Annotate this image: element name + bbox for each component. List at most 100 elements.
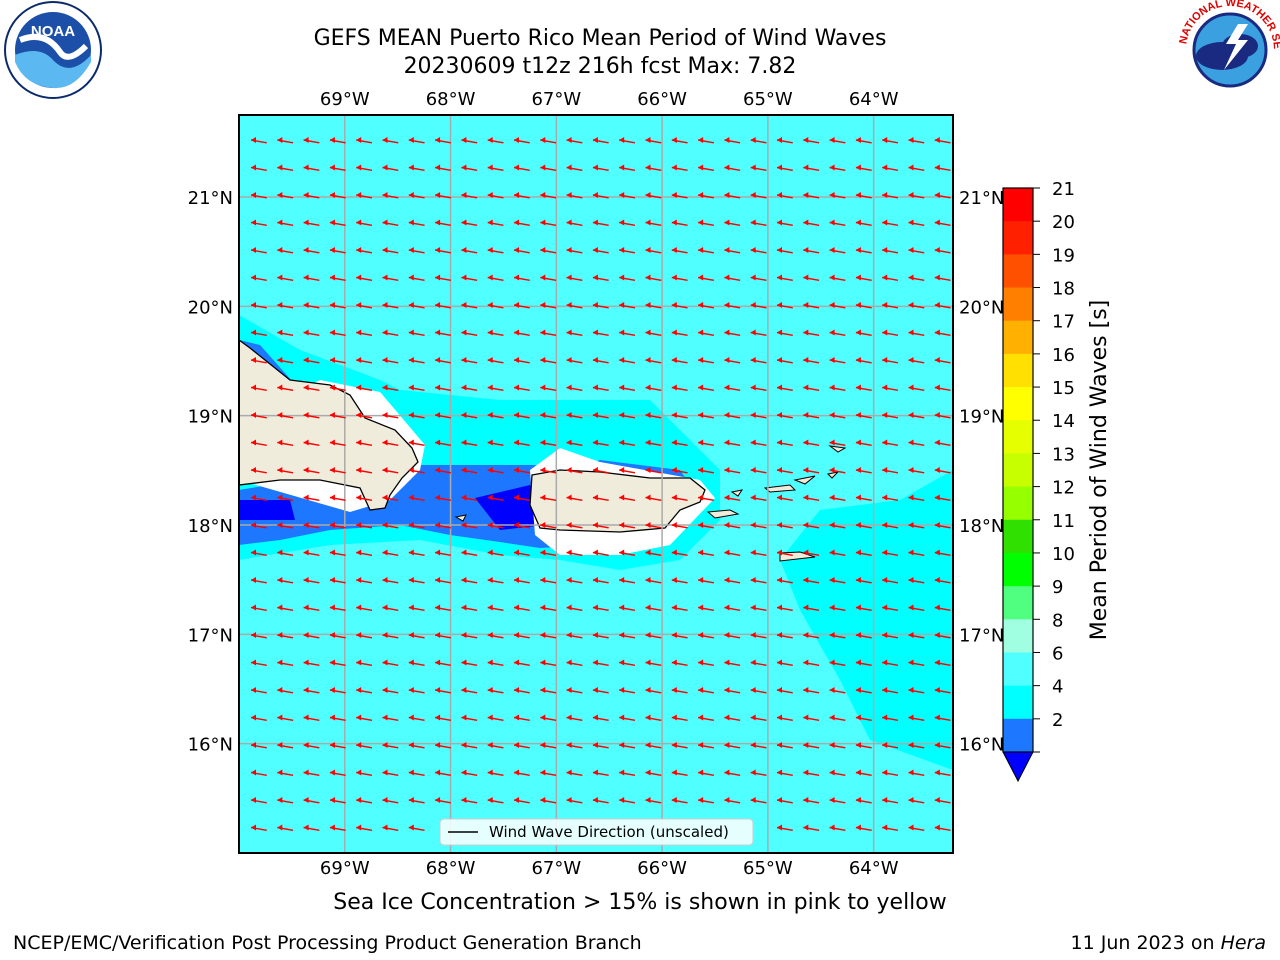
wind-arrow — [619, 632, 636, 639]
wind-arrow — [329, 274, 346, 281]
wind-arrow — [934, 384, 951, 391]
wind-arrow — [697, 687, 714, 694]
wind-arrow — [829, 577, 846, 584]
wind-arrow — [434, 247, 451, 254]
wind-arrow — [829, 797, 846, 804]
wind-arrow — [408, 549, 425, 556]
wind-arrow — [356, 439, 373, 446]
wind-arrow — [329, 824, 346, 831]
wind-arrow — [592, 384, 609, 391]
wind-arrow — [434, 412, 451, 419]
wind-arrow — [697, 412, 714, 419]
wind-arrow — [250, 797, 267, 804]
wind-arrow — [908, 577, 925, 584]
wind-arrow — [382, 137, 399, 144]
wind-arrow — [619, 769, 636, 776]
wind-arrow — [829, 824, 846, 831]
wind-arrow — [855, 164, 872, 171]
wind-arrow — [382, 274, 399, 281]
wind-arrow — [934, 687, 951, 694]
wind-arrow — [592, 219, 609, 226]
wind-arrow — [882, 329, 899, 336]
wind-arrow — [592, 302, 609, 309]
map-legend: Wind Wave Direction (unscaled) — [439, 818, 754, 846]
chart-title: GEFS MEAN Puerto Rico Mean Period of Win… — [313, 26, 887, 51]
wind-arrow — [303, 384, 320, 391]
wind-arrow — [566, 192, 583, 199]
wind-arrow — [329, 577, 346, 584]
wind-arrow — [855, 577, 872, 584]
wind-arrow — [303, 357, 320, 364]
wind-arrow — [750, 164, 767, 171]
wind-arrow — [329, 797, 346, 804]
wind-arrow — [250, 742, 267, 749]
wind-arrow — [408, 769, 425, 776]
wind-arrow — [250, 384, 267, 391]
wind-arrow — [434, 714, 451, 721]
wind-arrow — [487, 329, 504, 336]
wind-arrow — [329, 329, 346, 336]
wind-arrow — [829, 467, 846, 474]
wind-arrow — [908, 549, 925, 556]
wind-arrow — [303, 687, 320, 694]
wind-arrow — [855, 769, 872, 776]
wind-arrow — [776, 604, 793, 611]
wind-arrow — [513, 714, 530, 721]
wind-arrow — [250, 632, 267, 639]
wind-arrow — [882, 549, 899, 556]
wind-arrow — [724, 549, 741, 556]
nws-logo: NATIONAL WEATHER SERVICE — [0, 0, 1280, 98]
wind-arrow — [513, 522, 530, 529]
wind-arrow — [513, 329, 530, 336]
wind-arrow — [934, 604, 951, 611]
footer-date: 11 Jun 2023 on Hera — [1071, 932, 1266, 954]
wind-arrow — [619, 329, 636, 336]
wind-arrow — [487, 439, 504, 446]
wind-arrow — [908, 412, 925, 419]
wind-arrow — [750, 439, 767, 446]
colorbar-cell — [1003, 420, 1033, 454]
wind-arrow — [408, 824, 425, 831]
wind-arrow — [566, 357, 583, 364]
wind-arrow — [855, 467, 872, 474]
wind-arrow — [934, 797, 951, 804]
wind-arrow — [882, 604, 899, 611]
wind-arrow — [277, 384, 294, 391]
wind-arrow — [619, 494, 636, 501]
wind-arrow — [461, 687, 478, 694]
wind-arrow — [487, 797, 504, 804]
wind-arrow — [645, 577, 662, 584]
wind-arrow — [303, 549, 320, 556]
wind-arrow — [882, 577, 899, 584]
wind-arrow — [250, 412, 267, 419]
wind-arrow — [540, 302, 557, 309]
wind-arrow — [566, 302, 583, 309]
wind-arrow — [513, 302, 530, 309]
colorbar-cell — [1003, 254, 1033, 289]
wind-arrow — [461, 742, 478, 749]
wind-arrow — [566, 687, 583, 694]
wind-arrow — [908, 137, 925, 144]
wind-arrow — [776, 714, 793, 721]
wind-arrow — [855, 632, 872, 639]
wind-arrow — [382, 302, 399, 309]
wind-arrow — [750, 302, 767, 309]
wind-arrow — [487, 302, 504, 309]
wind-arrow — [382, 577, 399, 584]
wind-arrow — [697, 137, 714, 144]
wind-arrow — [303, 522, 320, 529]
wind-arrow — [329, 494, 346, 501]
lon-tick-label-bottom: 66°W — [637, 858, 687, 879]
wind-arrow — [934, 439, 951, 446]
wind-arrow — [461, 549, 478, 556]
wind-arrow — [855, 357, 872, 364]
wind-arrow — [829, 659, 846, 666]
wind-arrow — [619, 659, 636, 666]
footer-date-text: 11 Jun 2023 on — [1070, 932, 1221, 954]
wind-arrow — [540, 247, 557, 254]
wind-arrow — [277, 467, 294, 474]
wind-arrow — [776, 329, 793, 336]
wind-arrow — [908, 797, 925, 804]
wind-arrow — [513, 192, 530, 199]
wind-arrow — [882, 384, 899, 391]
